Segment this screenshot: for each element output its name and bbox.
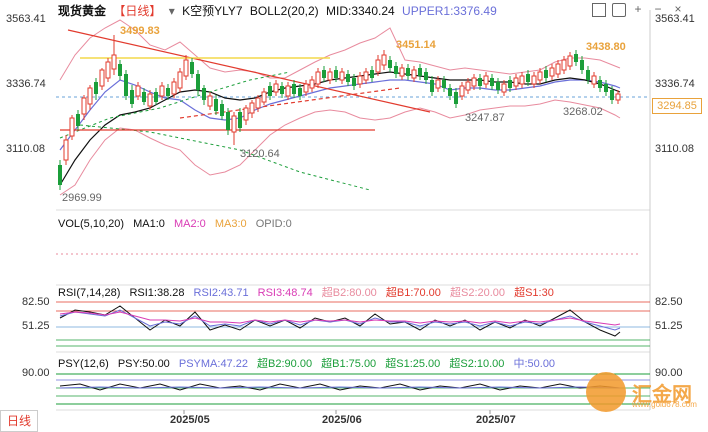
psy-header: PSY(12,6) PSY:50.00 PSYMA:47.22 超B2:90.0… bbox=[58, 355, 561, 371]
minus-icon[interactable]: − bbox=[654, 2, 662, 16]
period-tab-daily[interactable]: 日线 bbox=[0, 410, 39, 432]
boll-label[interactable]: BOLL2(20,2) bbox=[249, 4, 319, 18]
close-icon[interactable]: × bbox=[674, 2, 682, 16]
psy-mid: 中:50.00 bbox=[513, 358, 556, 370]
watermark-logo-icon bbox=[586, 372, 626, 412]
x-label-may: 2025/05 bbox=[170, 414, 210, 426]
boll-upper-value: UPPER1:3376.49 bbox=[402, 4, 497, 18]
x-label-jul: 2025/07 bbox=[476, 414, 516, 426]
volume-header: VOL(5,10,20) MA1:0 MA2:0 MA3:0 OPID:0 bbox=[58, 218, 298, 230]
instrument-title[interactable]: 现货黄金 bbox=[58, 4, 107, 18]
psyma-value: PSYMA:47.22 bbox=[178, 358, 248, 370]
plus-icon[interactable]: + bbox=[634, 2, 642, 16]
annotation-low-4: 2969.99 bbox=[62, 192, 102, 204]
rsi-s1: 超S1:30 bbox=[514, 287, 554, 299]
rsi-s2: 超S2:20.00 bbox=[449, 287, 506, 299]
rsi-header: RSI(7,14,28) RSI1:38.28 RSI2:43.71 RSI3:… bbox=[58, 284, 560, 300]
psy-b1: 超B1:75.00 bbox=[321, 358, 377, 370]
rsi-b2: 超B2:80.00 bbox=[321, 287, 377, 299]
rsi3-value: RSI3:48.74 bbox=[257, 287, 313, 299]
price-tick-low-left: 3110.08 bbox=[6, 143, 45, 155]
boll-mid-value: MID:3340.24 bbox=[325, 4, 395, 18]
vol-label[interactable]: VOL(5,10,20) bbox=[58, 218, 125, 230]
watermark-text: 汇金网 bbox=[632, 383, 692, 406]
annotation-high-1: 3499.83 bbox=[120, 25, 160, 37]
rsi-tick-mid-left: 51.25 bbox=[22, 320, 50, 332]
annotation-high-3: 3438.80 bbox=[586, 41, 626, 53]
price-tick-low-right: 3110.08 bbox=[655, 143, 694, 155]
vol-ma3: MA3:0 bbox=[214, 218, 247, 230]
chart-header: 现货黄金 【日线】 ▾ K空预YLY7 BOLL2(20,2) MID:3340… bbox=[58, 3, 501, 19]
psy-b2: 超B2:90.00 bbox=[257, 358, 313, 370]
rsi1-value: RSI1:38.28 bbox=[129, 287, 185, 299]
settings-icon[interactable] bbox=[612, 3, 626, 17]
psy-label[interactable]: PSY(12,6) bbox=[58, 358, 109, 370]
watermark-url: www.gold678.com bbox=[632, 400, 697, 409]
psy-tick-left: 90.00 bbox=[22, 367, 50, 379]
price-tick-high-right: 3563.41 bbox=[655, 13, 695, 25]
candles bbox=[58, 35, 621, 190]
rsi-b1: 超B1:70.00 bbox=[385, 287, 441, 299]
psy-s2: 超S2:10.00 bbox=[449, 358, 505, 370]
dropdown-icon[interactable]: ▾ bbox=[168, 4, 175, 18]
psy-tick-right: 90.00 bbox=[655, 367, 683, 379]
price-tick-high-left: 3563.41 bbox=[6, 13, 46, 25]
price-tick-mid-left: 3336.74 bbox=[6, 78, 46, 90]
psy-value: PSY:50.00 bbox=[117, 358, 170, 370]
current-price-box: 3294.85 bbox=[652, 98, 702, 114]
period-selector[interactable]: 【日线】 bbox=[113, 4, 162, 18]
annotation-high-2: 3451.14 bbox=[396, 39, 436, 51]
vol-ma2: MA2:0 bbox=[173, 218, 206, 230]
annotation-low-3: 3120.64 bbox=[240, 148, 280, 160]
rsi2-value: RSI2:43.71 bbox=[193, 287, 249, 299]
indicator-k-label[interactable]: K空预YLY7 bbox=[182, 4, 243, 18]
vol-opid: OPID:0 bbox=[255, 218, 292, 230]
rsi-label[interactable]: RSI(7,14,28) bbox=[58, 287, 121, 299]
rsi-tick-high-right: 82.50 bbox=[655, 296, 683, 308]
annotation-low-1: 3247.87 bbox=[465, 112, 505, 124]
vol-ma1: MA1:0 bbox=[133, 218, 165, 230]
grid-icon[interactable] bbox=[592, 3, 606, 17]
rsi-tick-mid-right: 51.25 bbox=[655, 320, 683, 332]
rsi-tick-high-left: 82.50 bbox=[22, 296, 50, 308]
annotation-low-2: 3268.02 bbox=[563, 106, 603, 118]
watermark: 汇金网 www.gold678.com bbox=[586, 372, 697, 412]
price-tick-mid-right: 3336.74 bbox=[655, 78, 695, 90]
psy-s1: 超S1:25.00 bbox=[385, 358, 441, 370]
x-label-jun: 2025/06 bbox=[322, 414, 362, 426]
